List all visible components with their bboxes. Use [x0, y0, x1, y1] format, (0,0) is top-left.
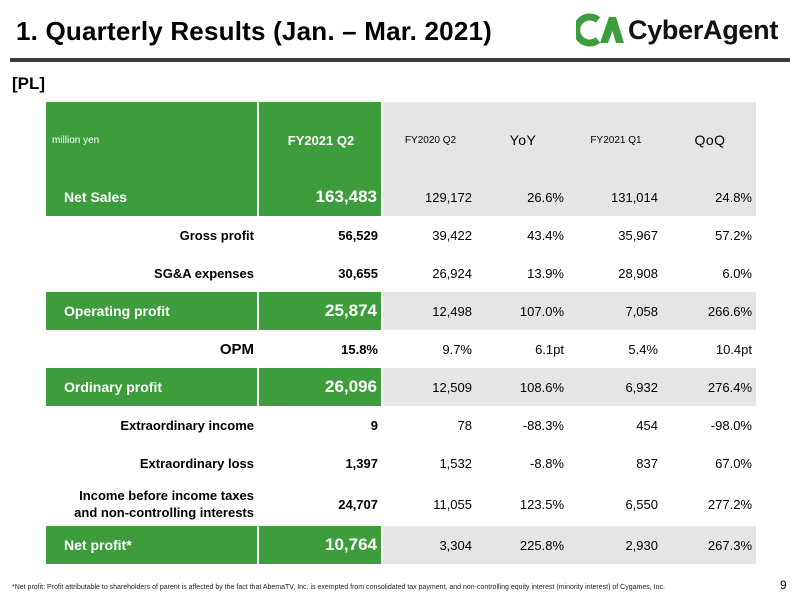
table-row: SG&A expenses 30,655 26,924 13.9% 28,908…	[46, 254, 756, 292]
cell-value: 9.7%	[442, 341, 472, 357]
cell-value: 163,483	[258, 178, 383, 216]
cell-value: 129,172	[382, 178, 476, 216]
cell-value: 26.6%	[476, 178, 568, 216]
logo-wordmark: CyberAgent	[628, 14, 779, 45]
cell-value: 837	[636, 455, 658, 471]
column-header: QoQ	[662, 102, 756, 178]
row-label: Gross profit	[179, 227, 254, 243]
table-row: Extraordinary income 9 78 -88.3% 454 -98…	[46, 406, 756, 444]
table-row: Income before income taxes and non-contr…	[46, 482, 756, 526]
cell-value: 26,924	[432, 265, 472, 281]
cyberagent-logo: CyberAgent	[576, 12, 778, 48]
cell-value: 277.2%	[707, 496, 752, 512]
row-label: Income before income taxes and non-contr…	[46, 482, 258, 526]
cell-value: 123.5%	[519, 496, 564, 512]
unit-label: million yen	[46, 102, 259, 178]
cell-value: -98.0%	[710, 417, 752, 433]
cell-value: 35,967	[618, 227, 658, 243]
cell-value: 13.9%	[527, 265, 564, 281]
cell-value: 9	[370, 417, 378, 433]
slide-title: 1. Quarterly Results (Jan. – Mar. 2021)	[16, 16, 493, 46]
table-row: Extraordinary loss 1,397 1,532 -8.8% 837…	[46, 444, 756, 482]
row-label: Net Sales	[46, 178, 259, 216]
cell-value: 5.4%	[628, 341, 658, 357]
cell-value: 7,058	[568, 292, 662, 330]
cell-value: 6.1pt	[535, 341, 564, 357]
cell-value: 56,529	[338, 227, 378, 243]
cell-value: 108.6%	[476, 368, 568, 406]
cell-value: 28,908	[618, 265, 658, 281]
cell-value: 26,096	[258, 368, 383, 406]
cell-value: 3,304	[382, 526, 476, 564]
cell-value: 57.2%	[715, 227, 752, 243]
cell-value: 67.0%	[715, 455, 752, 471]
column-header: FY2020 Q2	[382, 102, 476, 178]
cell-value: 10.4pt	[715, 341, 752, 357]
cell-value: 225.8%	[476, 526, 568, 564]
cell-value: -8.8%	[530, 455, 564, 471]
cell-value: 78	[457, 417, 472, 433]
row-label: Extraordinary income	[120, 417, 254, 433]
column-header: FY2021 Q1	[568, 102, 662, 178]
cell-value: 1,397	[345, 455, 378, 471]
row-label: SG&A expenses	[154, 265, 254, 281]
section-label: [PL]	[12, 74, 46, 93]
cell-value: 12,509	[382, 368, 476, 406]
ca-logo-icon	[576, 13, 624, 47]
row-label-line: Income before income taxes	[79, 488, 254, 503]
cell-value: 6,550	[625, 496, 658, 512]
table-row: OPM 15.8% 9.7% 6.1pt 5.4% 10.4pt	[46, 330, 756, 368]
row-label: Extraordinary loss	[139, 455, 254, 471]
cell-value: 107.0%	[476, 292, 568, 330]
table-row: Net Sales 163,483 129,172 26.6% 131,014 …	[46, 178, 756, 216]
cell-value: 10,764	[258, 526, 383, 564]
cell-value: 24.8%	[662, 178, 756, 216]
cell-value: 39,422	[432, 227, 472, 243]
table-header-row: million yen FY2021 Q2 FY2020 Q2 YoY FY20…	[46, 102, 756, 178]
cell-value: 6,932	[568, 368, 662, 406]
row-label: OPM	[219, 340, 254, 358]
table-row: Net profit* 10,764 3,304 225.8% 2,930 26…	[46, 526, 756, 564]
cell-value: 266.6%	[662, 292, 756, 330]
column-header: YoY	[476, 102, 568, 178]
cell-value: 15.8%	[341, 341, 378, 357]
row-label: Operating profit	[46, 292, 259, 330]
row-label-line: and non-controlling interests	[74, 505, 254, 520]
pl-table: million yen FY2021 Q2 FY2020 Q2 YoY FY20…	[46, 102, 756, 564]
cell-value: 6.0%	[722, 265, 752, 281]
column-header: FY2021 Q2	[258, 102, 383, 178]
cell-value: 131,014	[568, 178, 662, 216]
table-row: Gross profit 56,529 39,422 43.4% 35,967 …	[46, 216, 756, 254]
footnote: *Net profit: Profit attributable to shar…	[12, 584, 665, 591]
row-label: Ordinary profit	[46, 368, 259, 406]
cell-value: 11,055	[433, 496, 472, 512]
cell-value: 1,532	[439, 455, 472, 471]
cell-value: 12,498	[382, 292, 476, 330]
page-number: 9	[780, 578, 787, 592]
cell-value: 43.4%	[527, 227, 564, 243]
cell-value: 30,655	[338, 265, 378, 281]
cell-value: 276.4%	[662, 368, 756, 406]
cell-value: -88.3%	[522, 417, 564, 433]
cell-value: 454	[636, 417, 658, 433]
title-divider	[10, 58, 790, 62]
cell-value: 24,707	[338, 496, 378, 512]
cell-value: 267.3%	[662, 526, 756, 564]
cell-value: 25,874	[258, 292, 383, 330]
table-row: Operating profit 25,874 12,498 107.0% 7,…	[46, 292, 756, 330]
row-label: Net profit*	[46, 526, 259, 564]
cell-value: 2,930	[568, 526, 662, 564]
table-row: Ordinary profit 26,096 12,509 108.6% 6,9…	[46, 368, 756, 406]
